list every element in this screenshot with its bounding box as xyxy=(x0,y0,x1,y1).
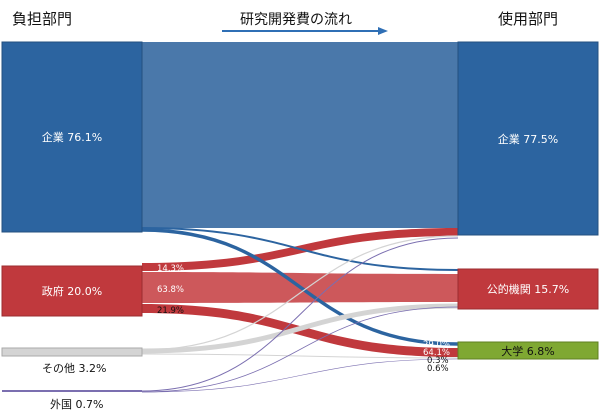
source-label-foreign: 外国 0.7% xyxy=(50,398,104,411)
flow-label-gov-to-public: 63.8% xyxy=(157,285,185,295)
flow-other-to-public xyxy=(141,303,459,354)
source-node-other xyxy=(1,347,143,357)
source-label-gov: 政府 20.0% xyxy=(41,285,103,298)
flow-label-univ-1: 29.0% xyxy=(423,340,451,350)
flow-foreign-to-corp xyxy=(141,237,459,392)
flow-foreign-to-public xyxy=(141,306,459,393)
flow-corp-to-corp xyxy=(142,42,458,228)
source-label-other: その他 3.2% xyxy=(42,362,107,375)
flow-label-univ-2: 64.1% xyxy=(423,348,451,358)
source-node-foreign xyxy=(2,390,142,392)
header-right: 使用部門 xyxy=(498,10,559,28)
source-node-corp xyxy=(1,41,143,233)
target-label-corp: 企業 77.5% xyxy=(497,132,559,146)
flow-foreign-to-univ xyxy=(141,358,459,393)
flow-direction-arrow xyxy=(222,27,388,35)
header-center: 研究開発費の流れ xyxy=(240,12,352,28)
flow-other-to-corp xyxy=(141,235,459,351)
target-node-public xyxy=(457,268,599,310)
target-node-corp xyxy=(457,41,599,236)
flow-label-gov-to-corp: 14.3% xyxy=(157,264,185,274)
flow-corp-to-univ xyxy=(141,228,459,346)
header-left: 負担部門 xyxy=(12,10,73,28)
source-label-corp: 企業 76.1% xyxy=(41,131,103,144)
flow-other-to-univ xyxy=(141,353,459,359)
flow-label-univ-3: 0.3% xyxy=(427,356,449,366)
flow-corp-to-public xyxy=(141,227,459,271)
target-node-univ xyxy=(457,341,599,360)
source-node-gov xyxy=(1,265,143,317)
flow-label-gov-to-univ: 21.9% xyxy=(157,306,185,316)
target-label-univ: 大学 6.8% xyxy=(501,344,555,358)
target-label-public: 公的機関 15.7% xyxy=(486,283,570,296)
flow-label-univ-4: 0.6% xyxy=(427,364,449,374)
